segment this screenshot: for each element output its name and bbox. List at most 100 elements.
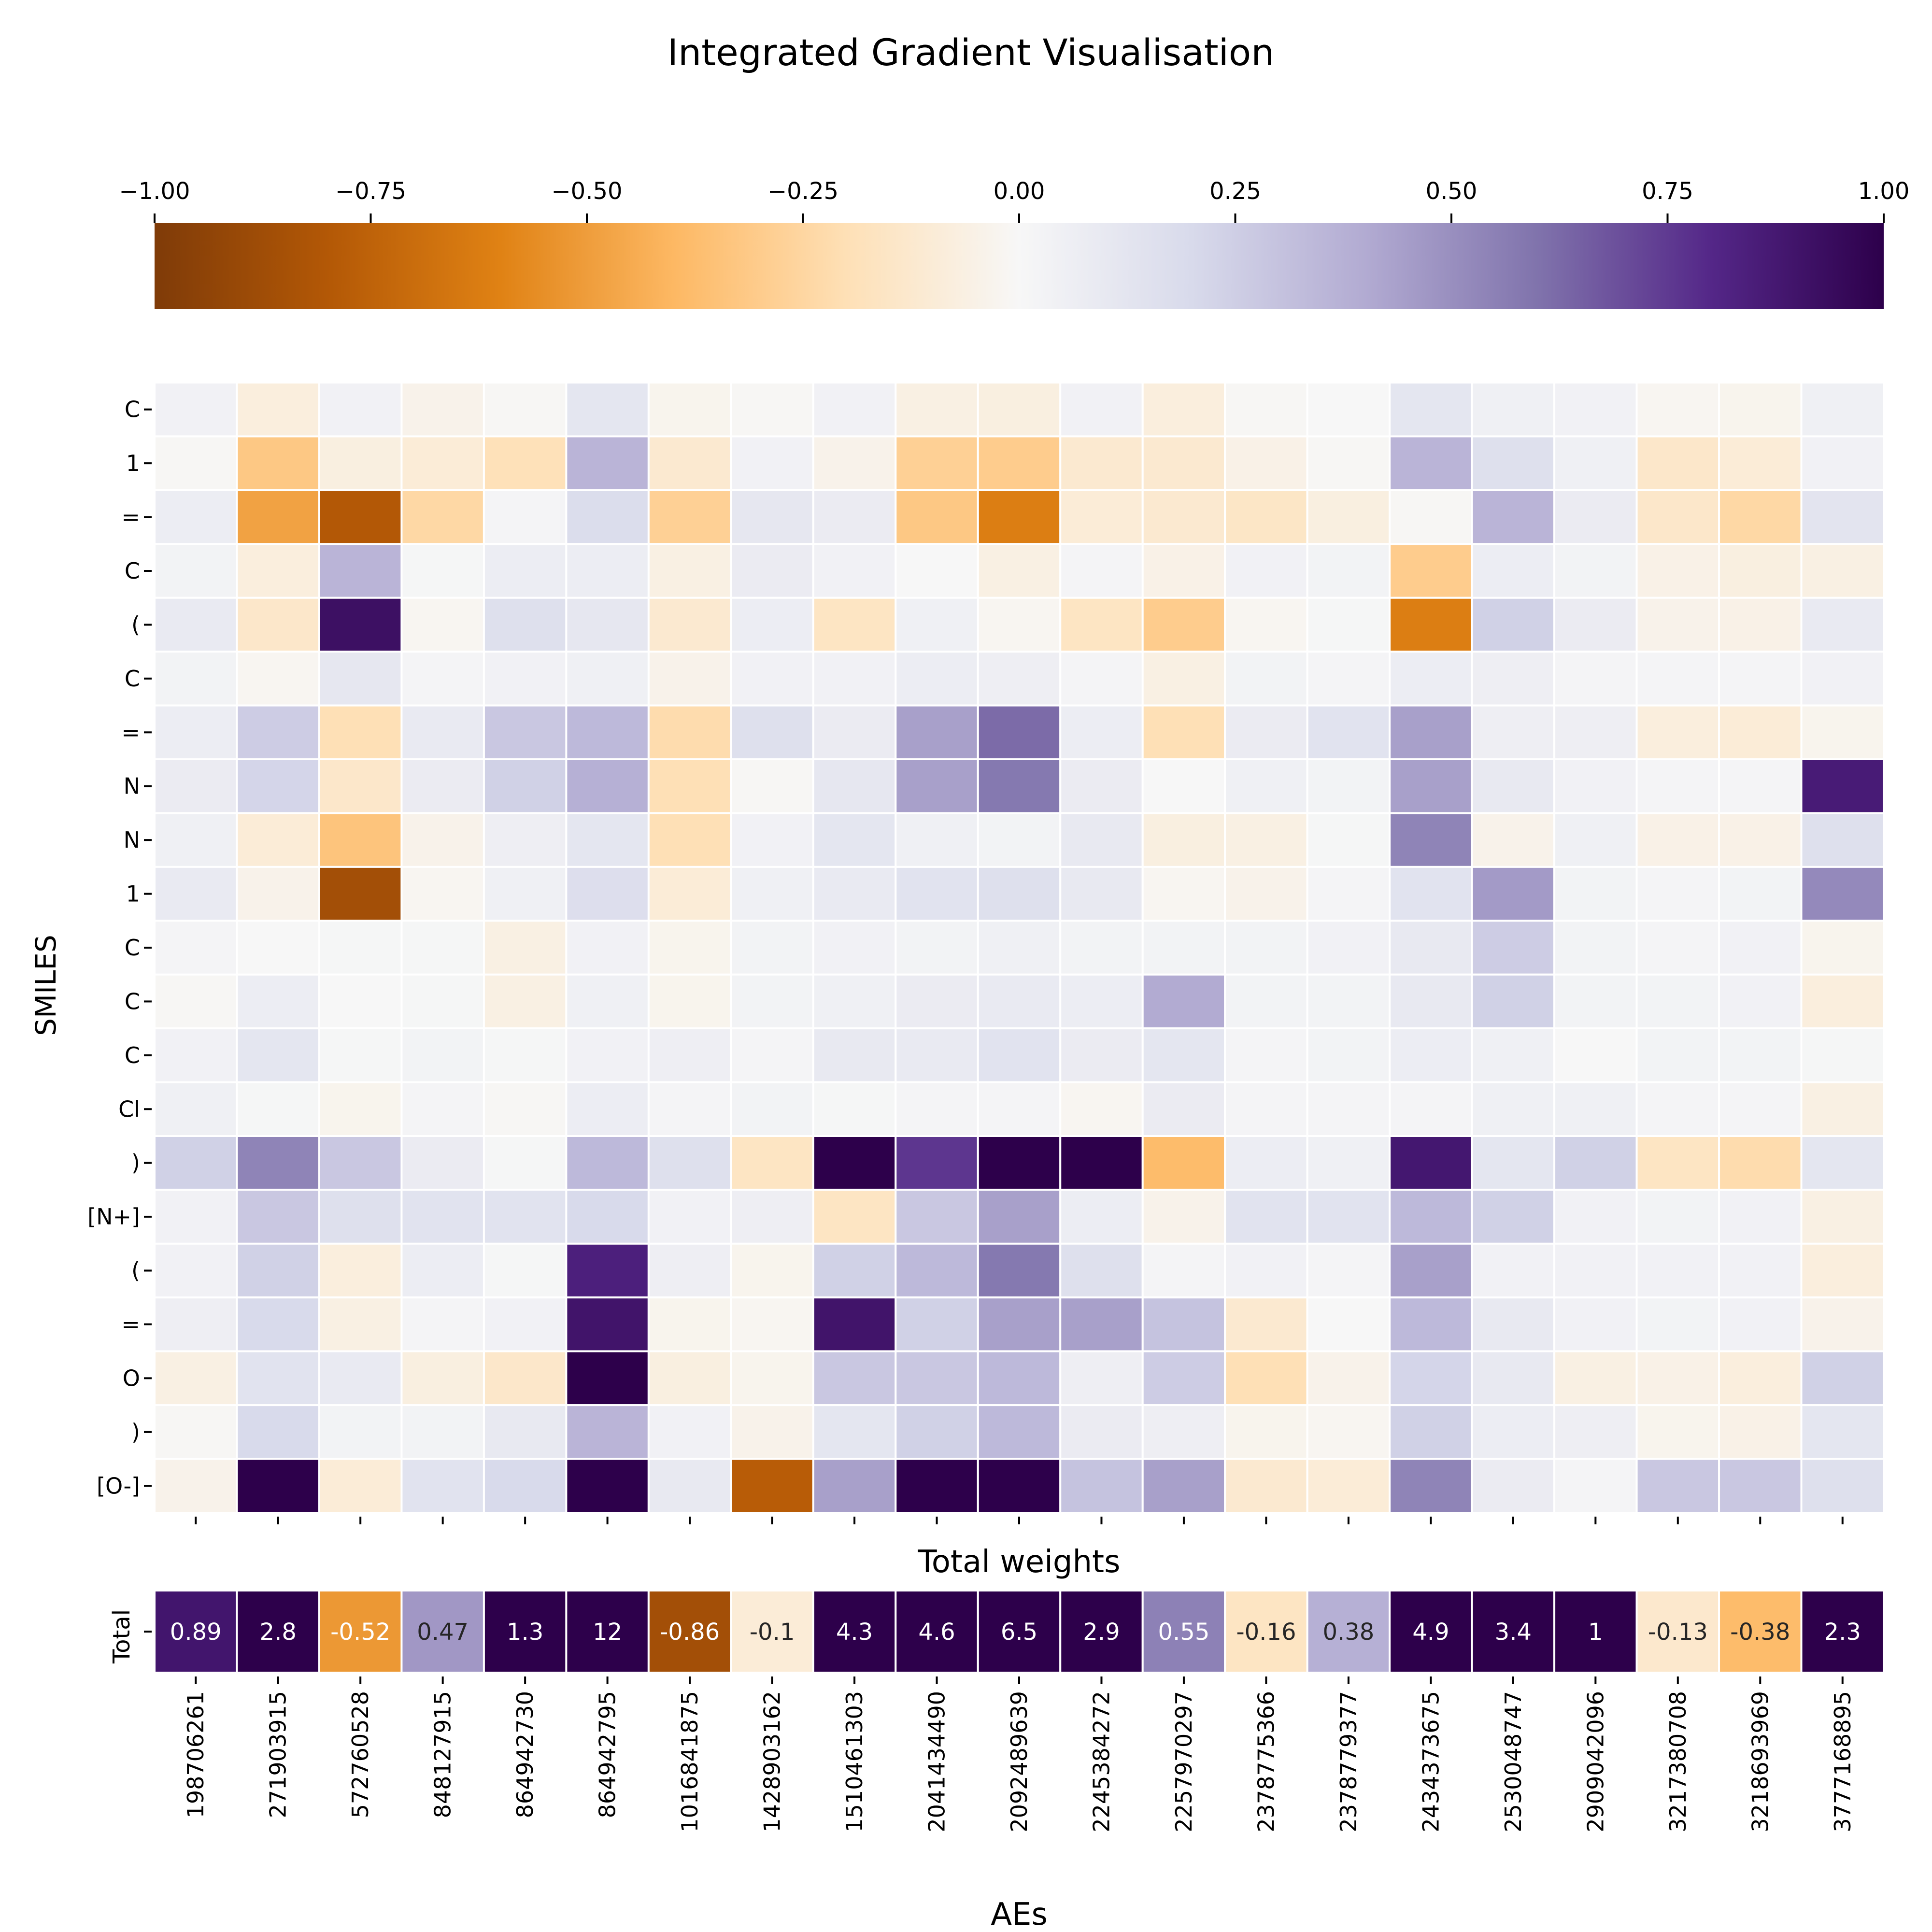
- heatmap-cell: [483, 1404, 568, 1460]
- heatmap-cell: [895, 435, 979, 491]
- colorbar-tick-label: −1.00: [119, 178, 190, 205]
- heatmap-cell: [1553, 973, 1638, 1030]
- heatmap-cell: [236, 1189, 320, 1245]
- heatmap-cell: [1718, 704, 1803, 760]
- row-label: =: [121, 1311, 140, 1337]
- column-label: 2434373675: [1418, 1691, 1444, 1833]
- heatmap-cell: [1471, 1242, 1556, 1299]
- heatmap-cell: [154, 1296, 238, 1352]
- heatmap-cell: [1141, 1189, 1226, 1245]
- heatmap-cell: [1389, 489, 1473, 545]
- column-label: 2378779377: [1335, 1691, 1362, 1833]
- heatmap-cell: [895, 489, 979, 545]
- heatmap-cell: [977, 597, 1062, 653]
- heatmap-cell: [318, 973, 403, 1030]
- heatmap-cell: [1389, 973, 1473, 1030]
- heatmap-cell: [895, 866, 979, 922]
- heatmap-cell: [1635, 920, 1720, 976]
- heatmap-cell: [1800, 920, 1885, 976]
- totals-cell: [1306, 1590, 1391, 1674]
- column-labels: 198706261 271903915 572760528 848127915 8649…: [183, 1676, 1856, 1833]
- heatmap-cell: [730, 704, 814, 760]
- heatmap-cell: [154, 973, 238, 1030]
- heatmap-cell: [1471, 1027, 1556, 1083]
- heatmap-cell: [318, 1027, 403, 1083]
- heatmap-cell: [730, 651, 814, 707]
- heatmap-cell: [1800, 866, 1885, 922]
- heatmap-cell: [483, 651, 568, 707]
- heatmap-cell: [977, 435, 1062, 491]
- heatmap-cell: [154, 1135, 238, 1191]
- heatmap-cell: [154, 543, 238, 599]
- column-label: 271903915: [265, 1691, 291, 1818]
- heatmap-cell: [1059, 973, 1144, 1030]
- heatmap-cell: [1141, 812, 1226, 868]
- heatmap-cell: [1059, 1242, 1144, 1299]
- totals-cell: [977, 1590, 1062, 1674]
- totals-cell-label: 0.47: [417, 1619, 469, 1646]
- heatmap-cell: [812, 1404, 897, 1460]
- heatmap-cell: [483, 435, 568, 491]
- heatmap-cell: [1718, 1350, 1803, 1406]
- heatmap-cell: [1059, 597, 1144, 653]
- heatmap-cell: [895, 382, 979, 438]
- heatmap-cell: [1800, 597, 1885, 653]
- heatmap-cell: [1718, 435, 1803, 491]
- heatmap-cell: [236, 920, 320, 976]
- heatmap-cell: [1800, 812, 1885, 868]
- heatmap-cell: [1306, 1404, 1391, 1460]
- heatmap-cell: [1718, 597, 1803, 653]
- totals-cell: [565, 1590, 650, 1674]
- heatmap-cell: [730, 973, 814, 1030]
- heatmap-cell: [400, 920, 485, 976]
- heatmap-cell: [1306, 758, 1391, 814]
- heatmap-cell: [1635, 1404, 1720, 1460]
- colorbar-tick-label: 0.00: [994, 178, 1045, 205]
- heatmap-cell: [812, 1242, 897, 1299]
- heatmap-cell: [812, 1458, 897, 1514]
- heatmap-cell: [977, 920, 1062, 976]
- heatmap-cell: [1306, 812, 1391, 868]
- heatmap-cell: [318, 1242, 403, 1299]
- heatmap-cell: [154, 1189, 238, 1245]
- heatmap-cell: [565, 1189, 650, 1245]
- heatmap-cell: [1389, 1027, 1473, 1083]
- heatmap-cell: [1471, 597, 1556, 653]
- totals-cell-label: -0.1: [750, 1619, 795, 1646]
- heatmap-cell: [1059, 920, 1144, 976]
- heatmap-cell: [1306, 1027, 1391, 1083]
- heatmap-cell: [1635, 866, 1720, 922]
- heatmap-cell: [1224, 1296, 1308, 1352]
- heatmap-cell: [318, 920, 403, 976]
- heatmap-cell: [1800, 1027, 1885, 1083]
- heatmap-cell: [1718, 1296, 1803, 1352]
- heatmap-cell: [1471, 812, 1556, 868]
- main-heatmap: [154, 382, 1885, 1514]
- heatmap-cell: [1141, 382, 1226, 438]
- heatmap-cell: [1635, 1027, 1720, 1083]
- heatmap-cell: [1471, 382, 1556, 438]
- row-label: C: [125, 666, 140, 692]
- heatmap-cell: [318, 435, 403, 491]
- heatmap-cell: [483, 1458, 568, 1514]
- heatmap-cell: [730, 920, 814, 976]
- heatmap-cell: [812, 920, 897, 976]
- heatmap-cell: [1389, 866, 1473, 922]
- column-label: 2257970297: [1171, 1691, 1197, 1833]
- heatmap-cell: [895, 1189, 979, 1245]
- heatmap-cell: [483, 1296, 568, 1352]
- totals-cell: [812, 1590, 897, 1674]
- heatmap-cell: [1471, 1404, 1556, 1460]
- column-label: 2092489639: [1006, 1691, 1032, 1833]
- heatmap-cell: [400, 651, 485, 707]
- heatmap-cell: [1635, 973, 1720, 1030]
- heatmap-cell: [895, 1027, 979, 1083]
- heatmap-cell: [1389, 920, 1473, 976]
- heatmap-cell: [154, 920, 238, 976]
- heatmap-cell: [565, 543, 650, 599]
- heatmap-cell: [730, 1027, 814, 1083]
- heatmap-cell: [1553, 435, 1638, 491]
- heatmap-cell: [1141, 1458, 1226, 1514]
- totals-cell: [1471, 1590, 1556, 1674]
- heatmap-cell: [647, 1350, 732, 1406]
